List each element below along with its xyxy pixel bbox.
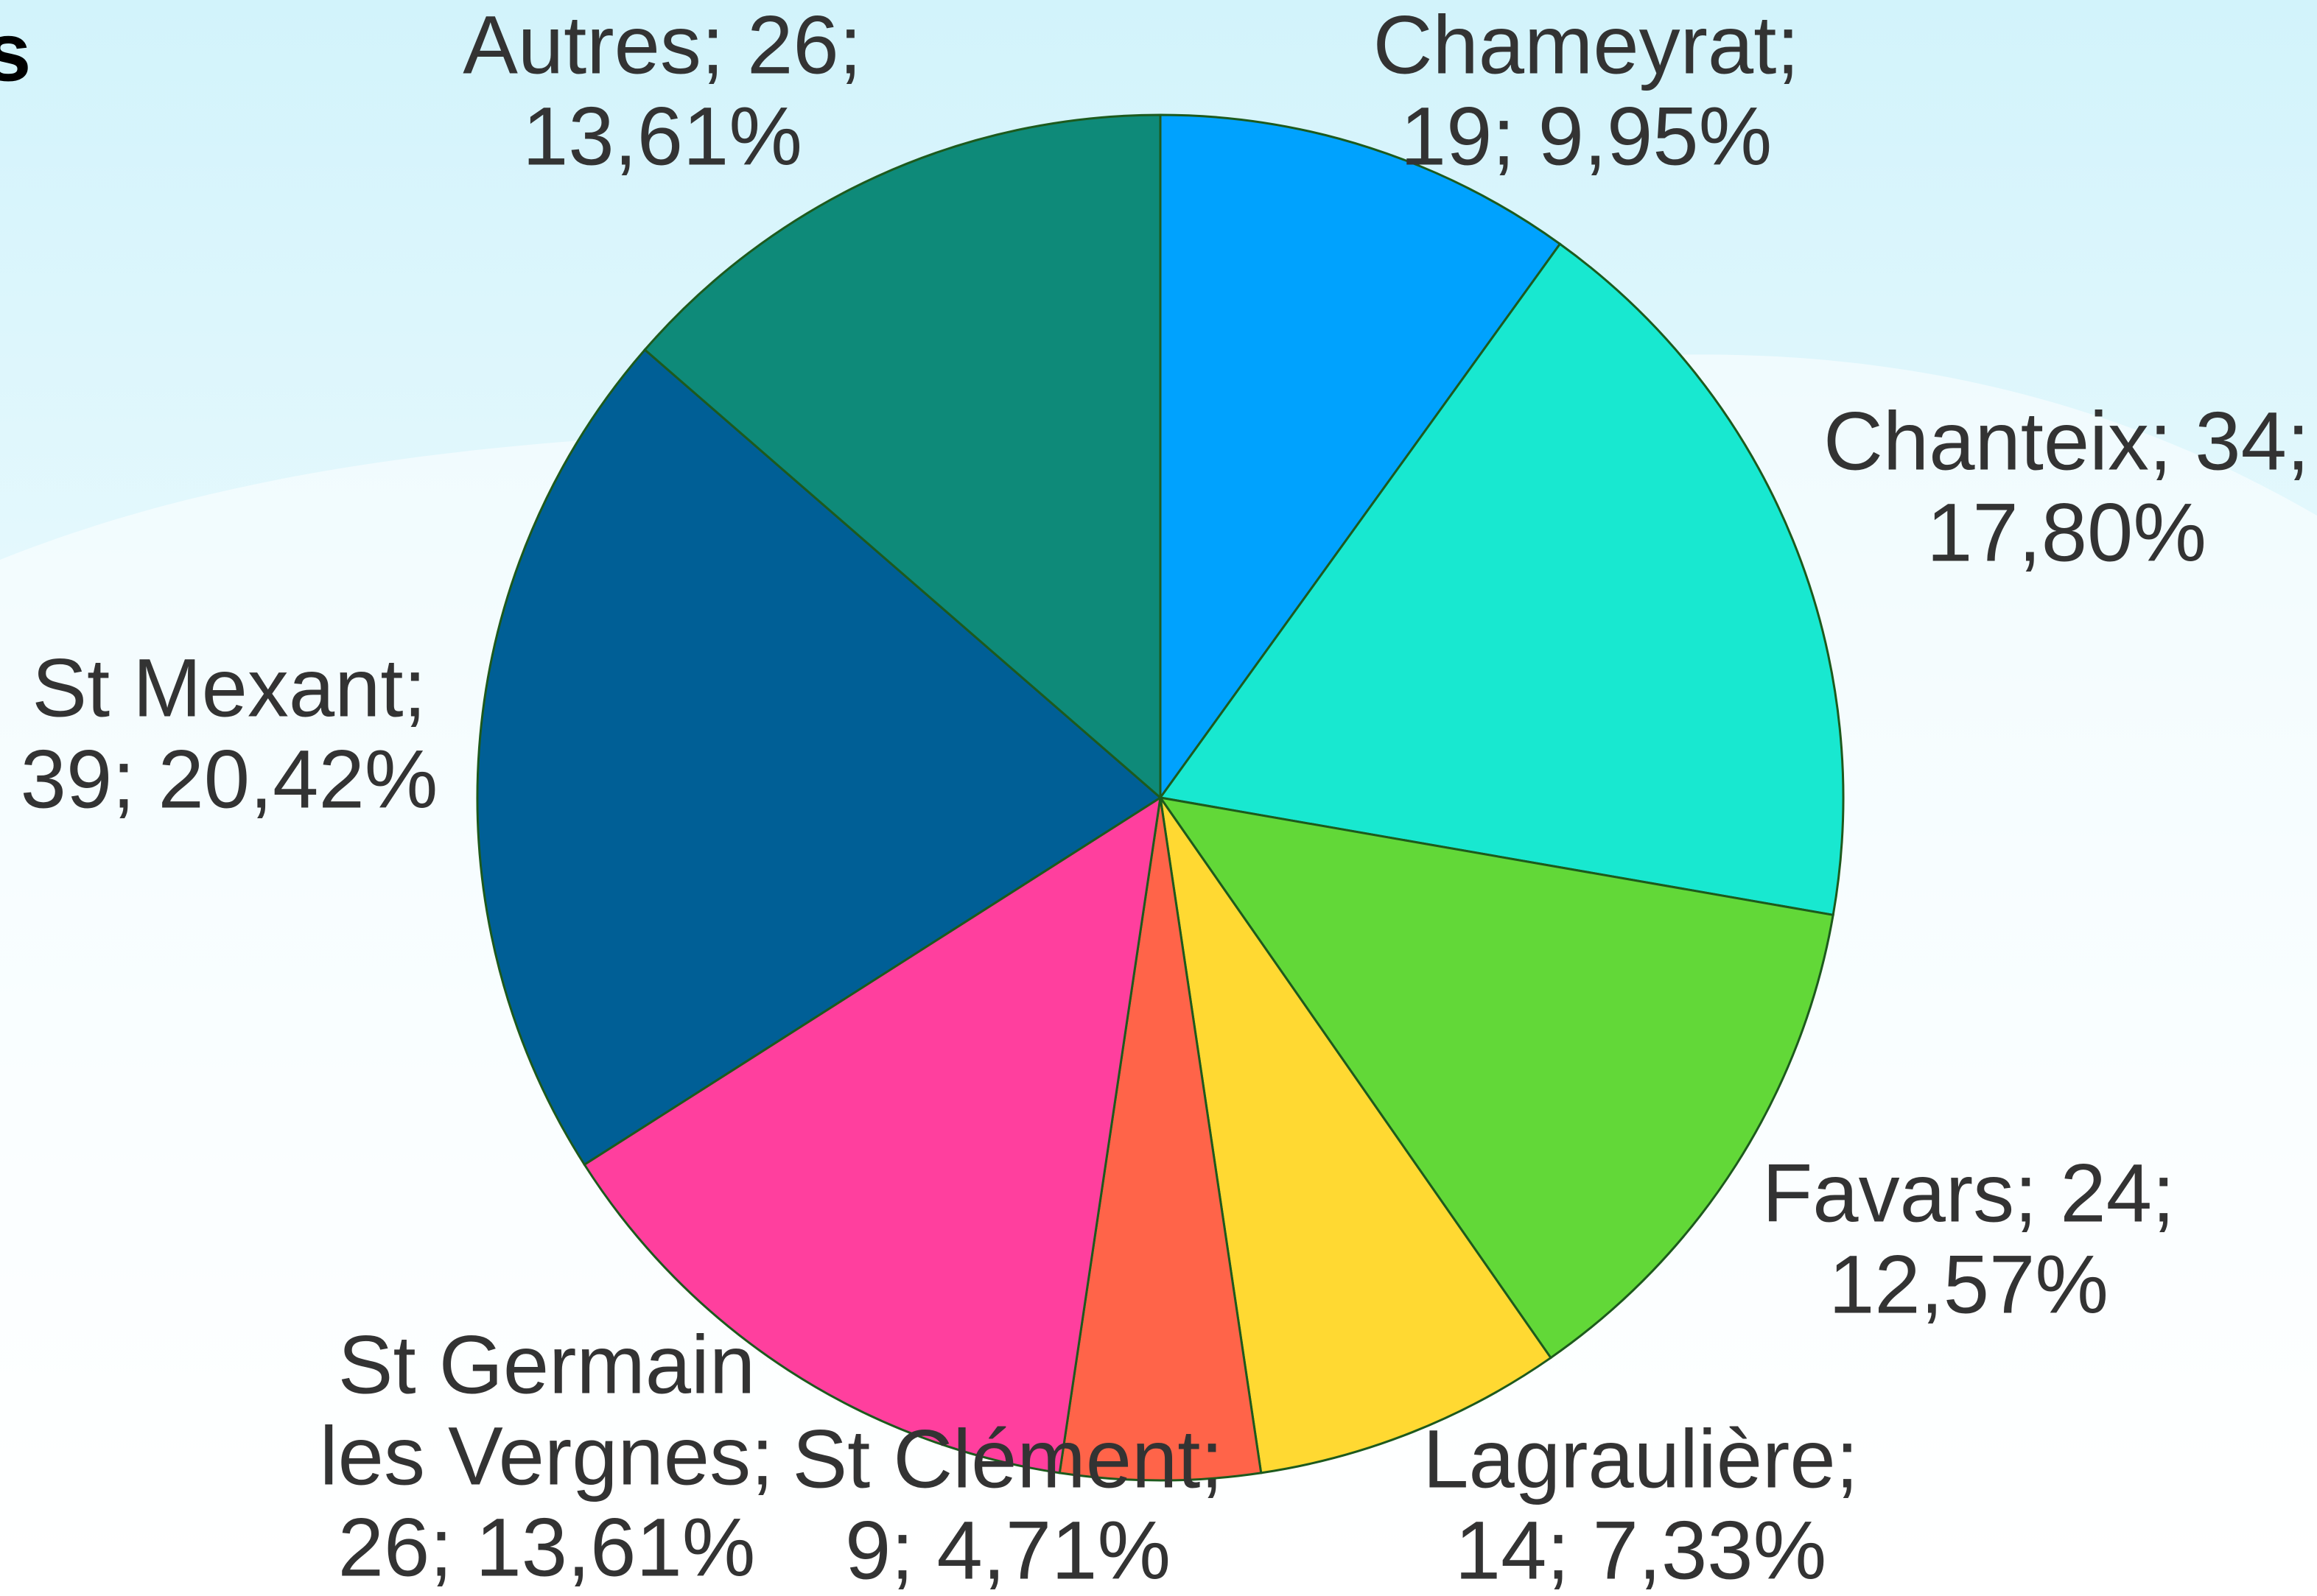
data-label: les Vergnes; xyxy=(320,1410,774,1502)
data-label: 26; 13,61% xyxy=(338,1502,756,1594)
pie-slice xyxy=(476,348,1163,1167)
pie-slice xyxy=(583,795,1162,1474)
pie-slice xyxy=(1157,795,1834,1360)
data-label: St Mexant; xyxy=(32,642,426,734)
pie-slice xyxy=(1159,797,1553,1474)
data-label: 39; 20,42% xyxy=(21,734,438,826)
data-label: 14; 7,33% xyxy=(1455,1505,1826,1596)
pie-slice xyxy=(643,113,1162,801)
data-label: 17,80% xyxy=(1927,487,2206,579)
data-label: St Germain xyxy=(338,1319,755,1411)
data-label: 13,61% xyxy=(522,91,802,183)
pie-slice xyxy=(1159,113,1562,801)
pie-slice xyxy=(1058,797,1263,1482)
data-label: St Clément; xyxy=(792,1413,1223,1505)
pie-slice xyxy=(1158,242,1845,917)
data-label: Favars; 24; xyxy=(1762,1147,2175,1240)
data-label: Chanteix; 34; xyxy=(1823,396,2310,488)
data-label: Lagraulière; xyxy=(1423,1413,1859,1505)
data-label: Autres; 26; xyxy=(463,0,862,91)
chart-title: s xyxy=(0,7,31,99)
data-label: Chameyrat; xyxy=(1373,0,1800,91)
data-label: 9; 4,71% xyxy=(845,1505,1171,1596)
pie xyxy=(476,113,1845,1482)
data-label: 12,57% xyxy=(1829,1239,2109,1331)
data-label: 19; 9,95% xyxy=(1401,91,1772,183)
